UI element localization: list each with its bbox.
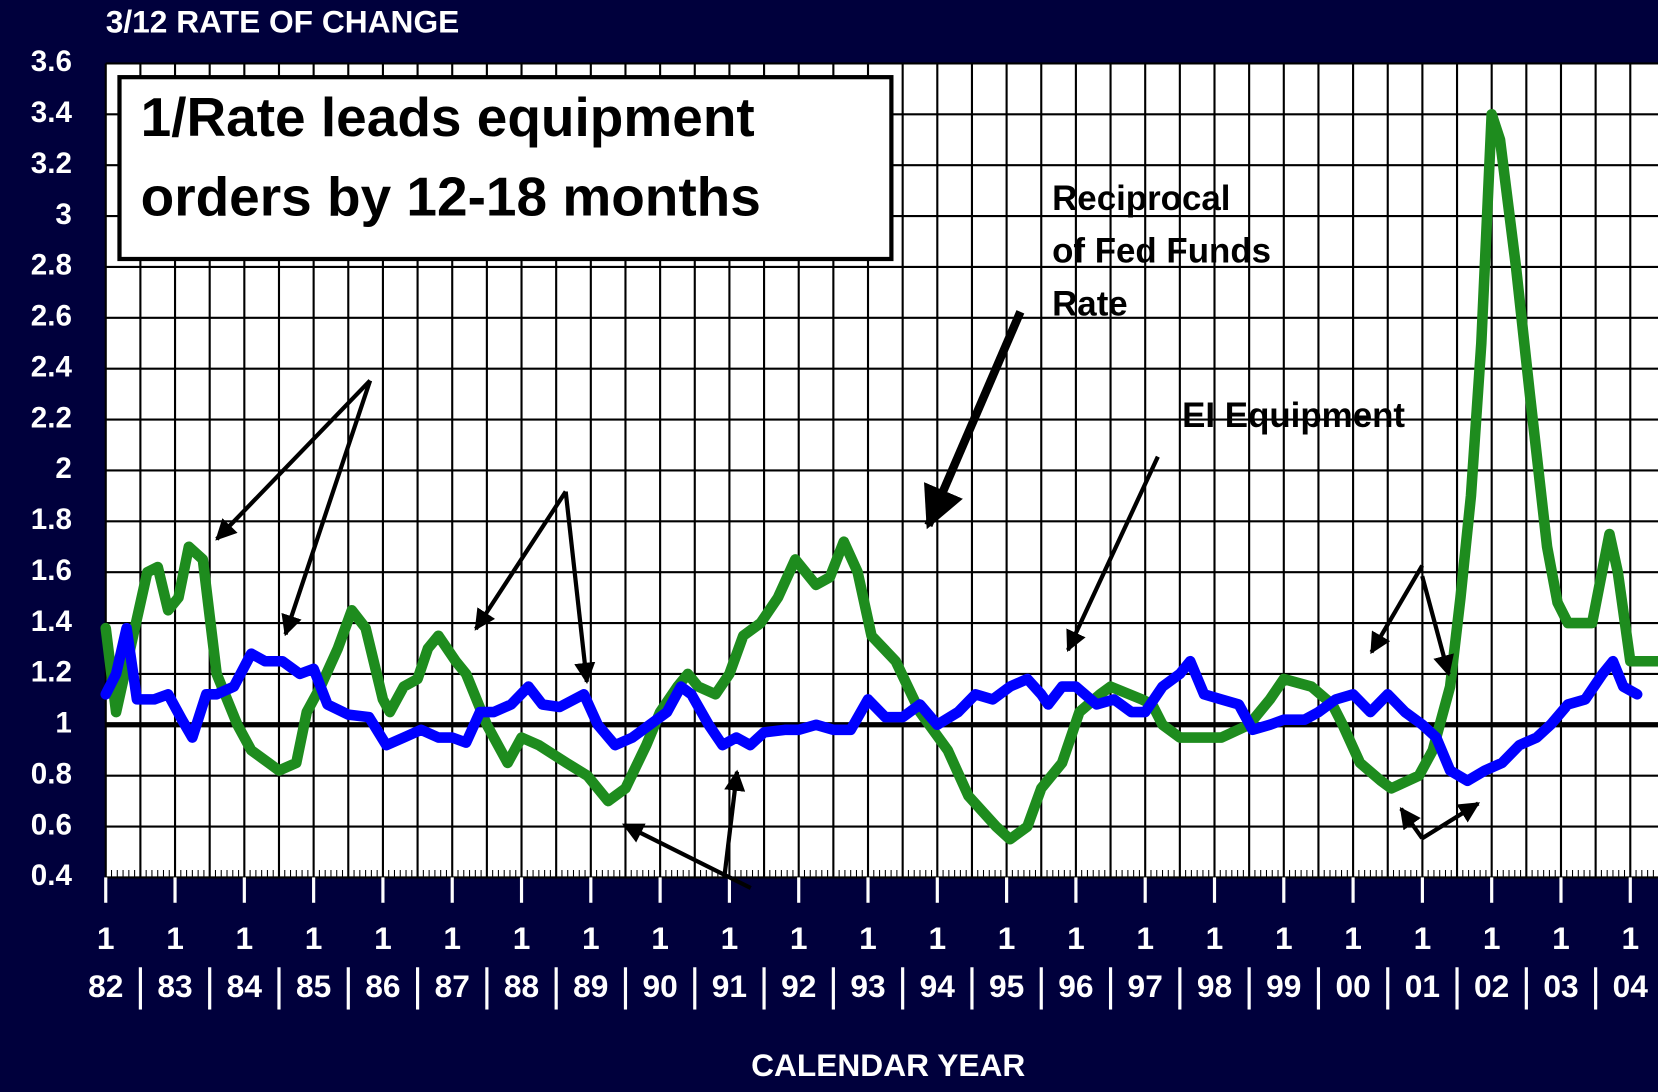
x-tick-month: 1 [1067, 920, 1085, 956]
x-tick-label: 92 [781, 968, 816, 1004]
x-tick-month: 1 [651, 920, 669, 956]
series-label-line: of Fed Funds [1052, 232, 1271, 271]
x-tick-label: 95 [989, 968, 1024, 1004]
x-axis-label: CALENDAR YEAR [751, 1047, 1025, 1083]
x-tick-label: 98 [1197, 968, 1232, 1004]
x-tick-label: 94 [920, 968, 956, 1004]
y-tick-label: 0.4 [31, 859, 73, 892]
y-tick-label: 3 [55, 198, 71, 231]
x-tick-month: 1 [166, 920, 184, 956]
y-tick-label: 1.2 [31, 656, 72, 689]
x-tick-month: 1 [928, 920, 946, 956]
arrow [722, 769, 746, 878]
y-tick-label: 2.8 [31, 249, 72, 282]
annotation-line: orders by 12-18 months [141, 165, 761, 227]
x-tick-month: 1 [374, 920, 392, 956]
arrow [474, 490, 568, 631]
x-tick-month: 1 [859, 920, 877, 956]
y-tick-label: 2.4 [31, 350, 73, 383]
series-label: Reciprocal of Fed Funds Rate [1052, 179, 1271, 324]
y-tick-label: 1.8 [31, 503, 72, 536]
y-tick-label: 3.4 [31, 96, 73, 129]
y-tick-label: 1.4 [31, 605, 73, 638]
x-tick-month: 1 [998, 920, 1016, 956]
x-tick-month: 1 [582, 920, 600, 956]
x-tick-label: 01 [1405, 968, 1440, 1004]
arrow [621, 822, 752, 890]
x-tick-label: 91 [712, 968, 747, 1004]
series-lines [100, 108, 1658, 845]
series-line [100, 108, 1658, 845]
x-tick-label: 84 [227, 968, 263, 1004]
x-tick-label: 96 [1058, 968, 1093, 1004]
axes: 0.4 0.6 0.8 1 1.2 1.4 1.6 1.8 2 2.2 2.4 2.6 2.8 3 3.2 3… [31, 45, 1649, 1010]
x-tick-label: 89 [573, 968, 608, 1004]
x-tick-month: 1 [1552, 920, 1570, 956]
y-tick-label: 0.6 [31, 808, 72, 841]
x-tick-month: 1 [721, 920, 739, 956]
x-tick-month: 1 [1275, 920, 1293, 956]
y-tick-label: 3.2 [31, 147, 72, 180]
x-tick-label: 82 [88, 968, 123, 1004]
x-tick-label: 90 [642, 968, 677, 1004]
arrow [1369, 564, 1425, 655]
x-tick-month: 1 [790, 920, 808, 956]
x-tick-month: 1 [1344, 920, 1362, 956]
y-tick-label: 1.6 [31, 554, 72, 587]
x-tick-label: 93 [850, 968, 885, 1004]
x-tick-label: 04 [1613, 968, 1649, 1004]
arrow [215, 379, 372, 541]
x-tick-label: 03 [1543, 968, 1578, 1004]
annotation-line: 1/Rate leads equipment [141, 86, 755, 148]
annotation-frame [117, 75, 894, 262]
x-tick-label: 00 [1335, 968, 1370, 1004]
y-tick-label: 3.6 [31, 45, 72, 78]
x-tick-label: 85 [296, 968, 331, 1004]
arrow [1066, 455, 1160, 653]
y-tick-label: 2 [55, 452, 71, 485]
arrow [1421, 801, 1481, 841]
x-tick-month: 1 [1136, 920, 1154, 956]
chart-title: 3/12 RATE OF CHANGE [106, 4, 460, 40]
x-tick-month: 1 [97, 920, 115, 956]
x-tick-label: 87 [435, 968, 470, 1004]
y-tick-label: 2.6 [31, 300, 72, 333]
series-line [100, 622, 1643, 787]
arrow [1399, 806, 1424, 840]
y-tick-label: 1 [55, 707, 71, 740]
x-tick-label: 88 [504, 968, 539, 1004]
arrow [924, 310, 1025, 530]
x-tick-month: 1 [443, 920, 461, 956]
arrow [1420, 575, 1454, 677]
x-tick-month: 1 [1621, 920, 1639, 956]
arrow [281, 379, 373, 637]
y-tick-label: 0.8 [31, 757, 72, 790]
y-tick-label: 2.2 [31, 401, 72, 434]
arrow [563, 491, 596, 684]
x-tick-label: 83 [157, 968, 192, 1004]
series-label-line: Rate [1052, 285, 1128, 324]
x-tick-month: 1 [1206, 920, 1224, 956]
annotation-box: 1/Rate leads equipment orders by 12-18 m… [117, 75, 894, 262]
x-tick-label: 97 [1128, 968, 1163, 1004]
arrows [215, 310, 1481, 890]
x-tick-month: 1 [1414, 920, 1432, 956]
x-tick-month: 1 [236, 920, 254, 956]
x-tick-month: 1 [1483, 920, 1501, 956]
x-tick-label: 86 [365, 968, 400, 1004]
x-tick-month: 1 [513, 920, 531, 956]
x-tick-month: 1 [305, 920, 323, 956]
series-label-line: Reciprocal [1052, 179, 1230, 218]
series-label: EI Equipment [1182, 396, 1405, 435]
x-tick-label: 99 [1266, 968, 1301, 1004]
x-tick-label: 02 [1474, 968, 1509, 1004]
